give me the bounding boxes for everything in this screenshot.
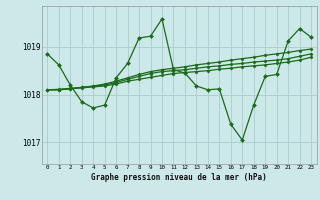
X-axis label: Graphe pression niveau de la mer (hPa): Graphe pression niveau de la mer (hPa) <box>91 173 267 182</box>
